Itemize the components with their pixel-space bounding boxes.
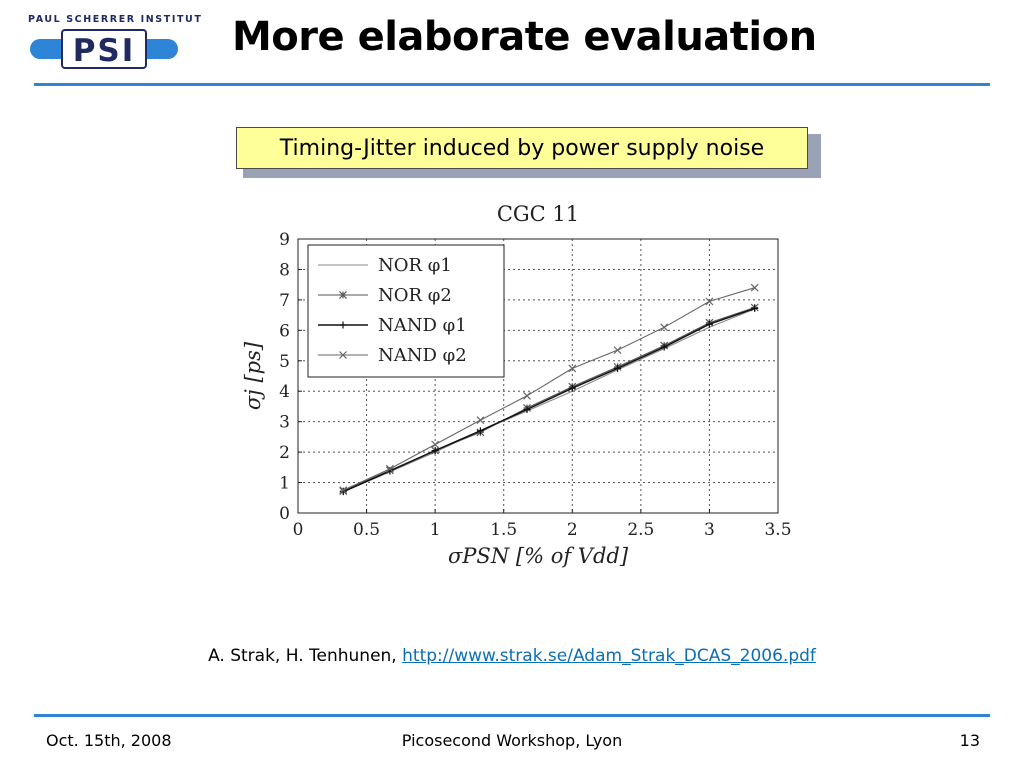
x-tick-label: 3.5 bbox=[764, 520, 791, 540]
plot-frame bbox=[297, 238, 779, 514]
citation-authors: A. Strak, H. Tenhunen, bbox=[208, 646, 403, 666]
x-tick-label: 2.5 bbox=[627, 520, 654, 540]
legend-marker-2 bbox=[339, 291, 347, 299]
citation-link[interactable]: http://www.strak.se/Adam_Strak_DCAS_2006… bbox=[402, 646, 816, 666]
series-line-1 bbox=[343, 308, 755, 493]
series-point-4 bbox=[431, 440, 440, 449]
x-tick-label: 1.5 bbox=[490, 520, 517, 540]
citation: A. Strak, H. Tenhunen, http://www.strak.… bbox=[0, 646, 1024, 666]
footer-date: Oct. 15th, 2008 bbox=[46, 731, 172, 750]
footer-page-number: 13 bbox=[959, 731, 980, 750]
legend-label-2: NOR φ2 bbox=[378, 285, 452, 306]
series-point-4 bbox=[705, 297, 714, 306]
series-point-4 bbox=[385, 464, 394, 473]
footer-divider bbox=[34, 714, 990, 717]
y-tick-label: 7 bbox=[279, 291, 290, 311]
series-point-4 bbox=[613, 346, 622, 355]
x-tick-label: 1 bbox=[430, 520, 441, 540]
y-tick-label: 4 bbox=[279, 382, 290, 402]
y-tick-label: 3 bbox=[279, 413, 290, 433]
legend-label-1: NOR φ1 bbox=[378, 255, 452, 276]
x-tick-label: 3 bbox=[704, 520, 715, 540]
x-tick-label: 0 bbox=[293, 520, 304, 540]
x-tick-label: 0.5 bbox=[353, 520, 380, 540]
legend-label-4: NAND φ2 bbox=[378, 345, 467, 366]
chart-title: CGC 11 bbox=[497, 202, 579, 226]
y-tick-label: 2 bbox=[279, 443, 290, 463]
callout-box: Timing-Jitter induced by power supply no… bbox=[236, 127, 808, 169]
series-line-4 bbox=[343, 287, 755, 491]
y-tick-label: 9 bbox=[279, 230, 290, 250]
logo-caption: PAUL SCHERRER INSTITUT bbox=[28, 14, 203, 25]
footer-event: Picosecond Workshop, Lyon bbox=[401, 731, 623, 750]
series-point-4 bbox=[750, 283, 759, 292]
slide-title: More elaborate evaluation bbox=[232, 14, 817, 60]
series-point-4 bbox=[660, 323, 669, 332]
psi-logo: PAUL SCHERRER INSTITUT PSI bbox=[28, 14, 203, 72]
series-point-4 bbox=[476, 416, 485, 425]
legend-label-3: NAND φ1 bbox=[378, 315, 467, 336]
header-divider bbox=[34, 83, 990, 86]
logo-text: PSI bbox=[73, 33, 136, 69]
y-tick-label: 1 bbox=[279, 474, 290, 494]
x-axis-label: σPSN [% of Vdd] bbox=[448, 544, 629, 568]
y-tick-label: 6 bbox=[279, 321, 290, 341]
legend-marker-4 bbox=[339, 351, 347, 359]
series-point-4 bbox=[568, 364, 577, 373]
jitter-chart: CGC 11 0 0.5 1 1.5 2 2.5 3 3.5 0 1 2 3 4 5 6 7 8 9 σPSN [% … bbox=[241, 202, 792, 568]
series-point-4 bbox=[523, 391, 531, 400]
series-line-3 bbox=[342, 307, 755, 493]
x-tick-label: 2 bbox=[567, 520, 578, 540]
y-tick-label: 8 bbox=[279, 260, 290, 280]
y-tick-label: 0 bbox=[279, 504, 290, 524]
series-point-4 bbox=[339, 486, 348, 495]
psi-logo-mark: PSI bbox=[30, 29, 178, 69]
y-tick-label: 5 bbox=[279, 352, 290, 372]
y-axis-label: σj [ps] bbox=[241, 341, 265, 410]
